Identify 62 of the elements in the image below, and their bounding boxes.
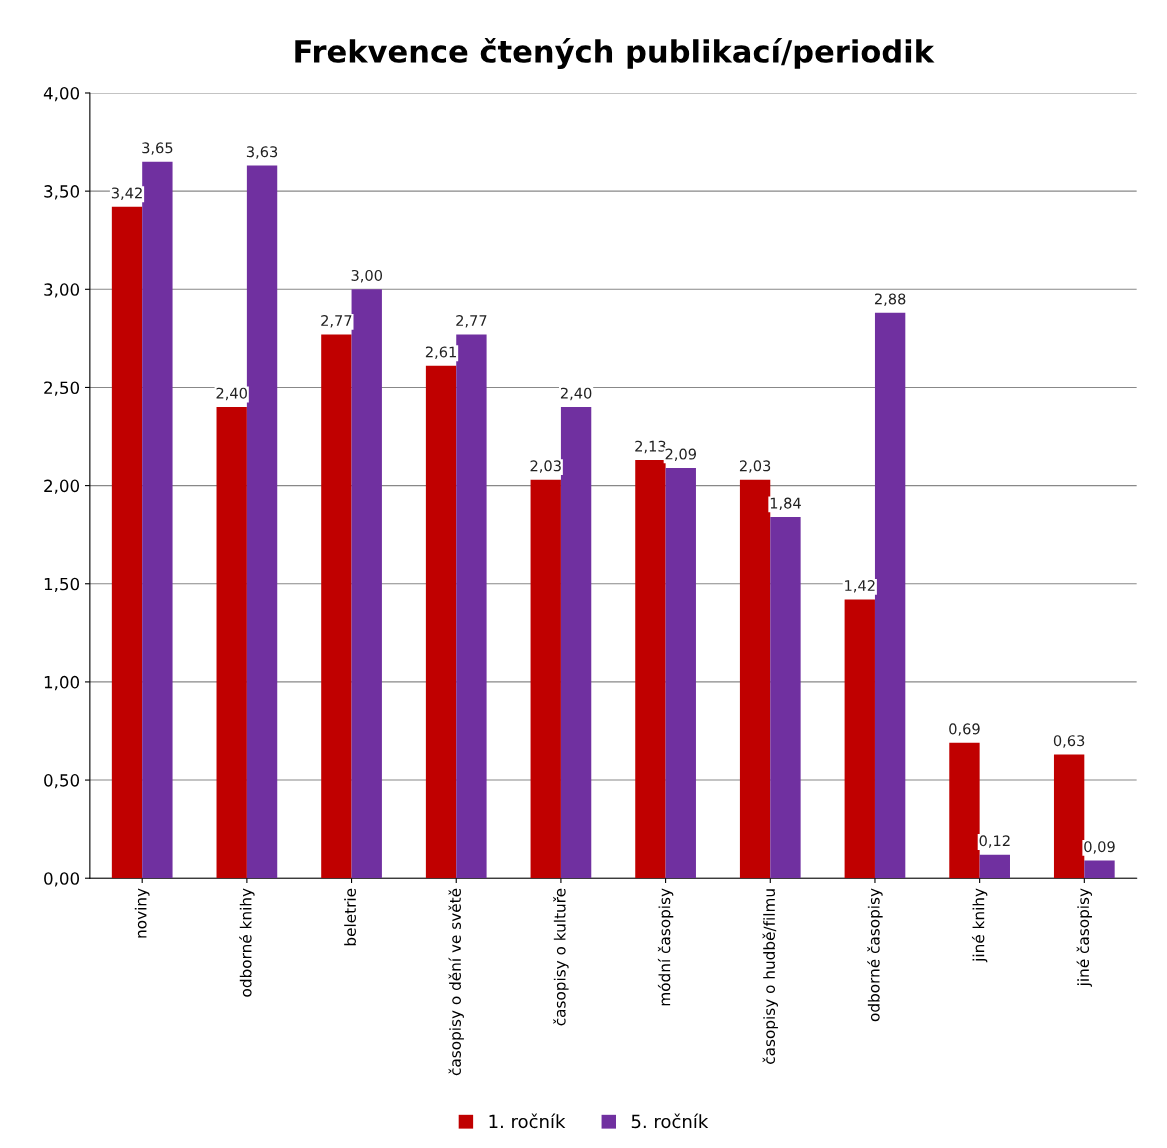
y-tick-label: 0,50: [44, 774, 80, 789]
x-tick-label: odborné časopisy: [867, 888, 883, 1022]
data-label: 1,42: [845, 580, 875, 593]
y-tick-label: 3,00: [44, 283, 80, 298]
data-label: 3,00: [351, 269, 382, 283]
y-tick-label: 1,50: [44, 577, 80, 593]
x-tick-label: odborné knihy: [239, 888, 255, 997]
bar: [665, 467, 696, 879]
bar: [1053, 754, 1085, 879]
bar: [949, 742, 980, 879]
data-label: 0,12: [979, 835, 1010, 848]
data-label: 2,61: [425, 346, 456, 359]
y-tick-label: 2,00: [44, 479, 80, 494]
bar: [560, 407, 592, 879]
data-label: 2,40: [216, 387, 247, 401]
data-label: 2,88: [874, 293, 906, 306]
bar: [321, 334, 352, 879]
bar: [111, 206, 143, 879]
legend-label: 1. ročník: [489, 1113, 566, 1129]
bar: [1084, 860, 1115, 879]
bar: [635, 460, 666, 879]
x-tick-label: časopisy o dění ve světě: [448, 888, 464, 1076]
data-label: 2,77: [321, 315, 352, 328]
data-label: 0,09: [1084, 841, 1115, 854]
y-tick-label: 2,50: [44, 381, 80, 396]
data-label: 2,13: [635, 440, 666, 454]
y-tick-label: 4,00: [43, 86, 80, 102]
y-tick-label: 0,00: [44, 872, 80, 887]
bar: [456, 334, 487, 879]
data-label: 1,84: [770, 497, 801, 511]
bar: [770, 517, 801, 879]
x-tick-label: módní časopisy: [657, 888, 674, 1006]
data-label: 3,42: [111, 187, 142, 200]
data-label: 2,40: [560, 387, 592, 401]
data-label: 2,09: [665, 448, 696, 462]
data-label: 3,63: [246, 146, 278, 159]
bar: [979, 854, 1010, 879]
y-tick-label: 1,00: [44, 675, 80, 691]
bar: [216, 407, 247, 879]
bar: [844, 599, 875, 879]
data-label: 3,65: [142, 142, 173, 155]
data-label: 0,63: [1053, 735, 1085, 748]
bar: [530, 479, 561, 879]
bar: [351, 289, 382, 879]
bar: [246, 165, 278, 879]
x-tick-label: časopisy o kultuře: [553, 888, 569, 1026]
data-label: 0,69: [949, 723, 980, 736]
x-tick-label: časopisy o hudbě/filmu: [762, 889, 778, 1064]
x-tick-label: beletrie: [344, 888, 356, 946]
bar: [142, 161, 173, 879]
bar: [874, 312, 906, 879]
chart-title: Frekvence čtených publikací/periodik: [295, 37, 935, 70]
data-label: 2,77: [456, 315, 487, 328]
data-label: 2,03: [530, 460, 561, 473]
x-tick-label: noviny: [134, 888, 150, 938]
x-tick-label: jiné časopisy: [1076, 888, 1093, 987]
x-tick-label: jiné knihy: [971, 888, 988, 963]
legend-label: 5. ročník: [631, 1113, 709, 1129]
y-tick-label: 3,50: [44, 185, 80, 200]
bar: [739, 479, 771, 879]
data-label: 2,03: [739, 460, 771, 473]
bar: [425, 365, 457, 879]
